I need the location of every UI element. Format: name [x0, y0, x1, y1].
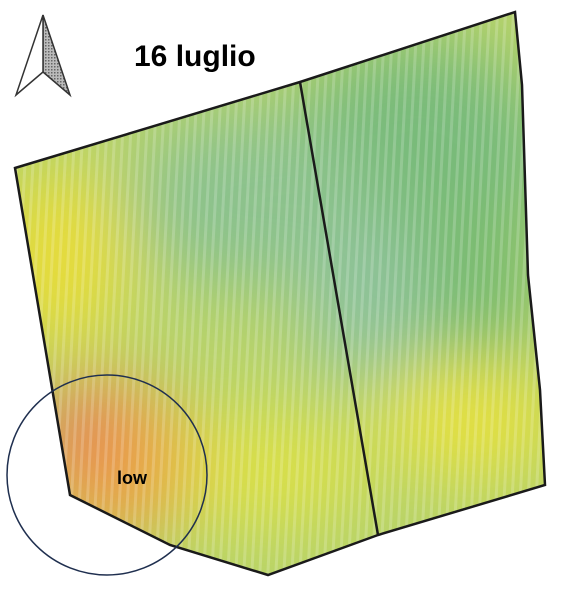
north-arrow	[16, 15, 70, 95]
annotation: low	[117, 468, 148, 488]
map-title: 16 luglio	[134, 40, 256, 73]
field-map: 16 luglio low	[0, 0, 565, 589]
